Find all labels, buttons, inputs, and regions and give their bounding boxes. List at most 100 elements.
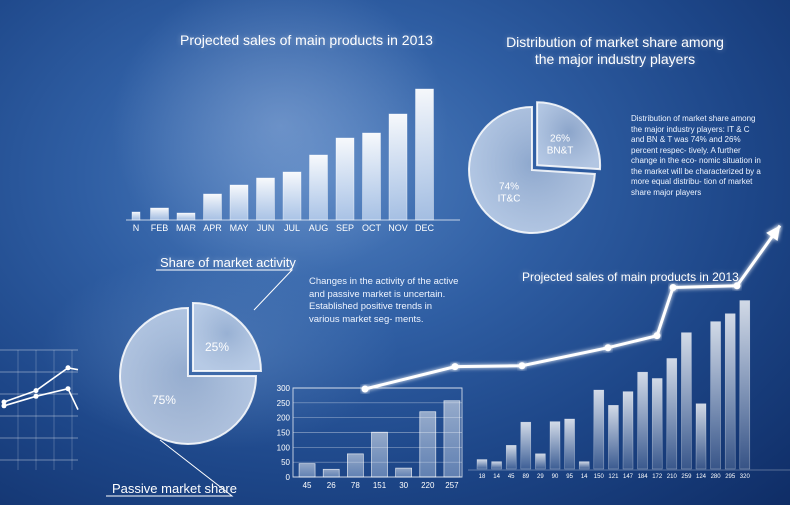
projected-bar-6 (564, 418, 575, 470)
projected-tick-13: 210 (667, 474, 678, 480)
projected-tick-18: 320 (740, 474, 751, 480)
small-chart-ytick-100: 100 (277, 443, 291, 452)
projected-bar-15 (695, 403, 707, 470)
passive-share-callout-line (106, 439, 234, 497)
small-bar-6 (443, 400, 461, 478)
projected-bar-12 (651, 378, 663, 470)
market-activity-pie: 25% 75% (106, 269, 294, 497)
small-chart-xtick-4: 30 (399, 481, 408, 490)
market-share-pct-1: 74% (499, 182, 519, 193)
small-chart-ytick-250: 250 (277, 399, 291, 408)
projected-tick-6: 95 (566, 474, 573, 480)
monthly-bar-dec (415, 88, 434, 221)
small-chart-ytick-200: 200 (277, 414, 291, 423)
projected-tick-7: 14 (581, 474, 588, 480)
monthly-sales-chart: N FEB MAR APR MAY JUN JUL AUG SEP OCT NOV DEC (126, 88, 460, 233)
projected-bar-3 (520, 421, 532, 470)
monthly-tick-feb: FEB (151, 223, 169, 233)
market-share-pie-title: Distribution of market share among the m… (506, 34, 724, 67)
market-share-pie: 26%BN&T 74%IT&C (468, 101, 602, 234)
monthly-bar-feb (150, 207, 169, 221)
projected-bar-13 (666, 358, 678, 470)
trend-point-1 (451, 363, 459, 371)
monthly-tick-apr: APR (203, 223, 222, 233)
left-chart-series-0 (3, 366, 79, 403)
small-chart-xtick-3: 151 (373, 481, 387, 490)
monthly-bar-mar (176, 212, 196, 221)
monthly-tick-dec: DEC (415, 223, 435, 233)
market-activity-slice-0 (191, 302, 262, 373)
left-chart-point-1-1 (33, 393, 39, 399)
trend-arrow-head (766, 225, 780, 242)
market-share-slice-bnt (536, 101, 602, 171)
projected-tick-0: 18 (479, 474, 486, 480)
growth-trend-line (361, 224, 782, 393)
monthly-bar-aug (309, 154, 328, 221)
market-share-label-0: BN&T (547, 146, 574, 157)
monthly-bar-sep (335, 137, 355, 221)
market-share-slice-itc (468, 105, 596, 234)
small-chart-xtick-1: 26 (327, 481, 336, 490)
market-activity-description: Changes in the activity of the active an… (309, 276, 459, 325)
trend-point-5 (669, 284, 677, 292)
projected-bar-10 (622, 391, 634, 470)
projected-tick-10: 147 (623, 474, 634, 480)
projected-bar-9 (608, 405, 619, 470)
monthly-bar-nov (388, 113, 408, 221)
projected-tick-9: 121 (608, 474, 619, 480)
small-bar-3 (371, 431, 388, 478)
left-chart-point-1-2 (65, 386, 71, 392)
small-chart-ytick-150: 150 (277, 429, 291, 438)
projected-tick-17: 295 (725, 474, 736, 480)
left-chart-point-0-2 (65, 365, 71, 371)
monthly-tick-aug: AUG (309, 223, 329, 233)
projected-bar-5 (549, 421, 561, 470)
projected-bar-14 (681, 332, 692, 470)
small-bar-chart: 300 250 200 150 100 50 0 45 26 78 151 30 220 257 (277, 384, 463, 490)
small-chart-ytick-300: 300 (277, 384, 291, 393)
trend-point-6 (733, 282, 741, 290)
projected-bar-7 (578, 461, 590, 470)
projected-bar-17 (724, 313, 736, 470)
small-bar-2 (347, 453, 364, 478)
passive-market-share-label: Passive market share (112, 481, 237, 496)
monthly-sales-chart-title: Projected sales of main products in 2013 (180, 32, 433, 48)
market-share-description: Distribution of market share among the m… (631, 114, 761, 197)
monthly-tick-sep: SEP (336, 223, 354, 233)
projected-bar-1 (491, 461, 502, 470)
projected-bar-18 (739, 300, 751, 470)
small-chart-xtick-0: 45 (303, 481, 312, 490)
projected-bar-4 (535, 453, 546, 470)
activity-title-callout-line (156, 269, 294, 311)
monthly-tick-n: N (133, 223, 140, 233)
projected-tick-16: 280 (711, 474, 722, 480)
projected-bar-2 (505, 445, 517, 470)
projected-tick-3: 89 (522, 474, 529, 480)
small-chart-ytick-0: 0 (286, 473, 291, 482)
monthly-bar-n (131, 211, 141, 221)
projected-tick-4: 29 (537, 474, 544, 480)
small-bar-0 (298, 463, 316, 478)
market-share-label-1: IT&C (498, 194, 521, 205)
small-bar-1 (322, 468, 340, 478)
projected-tick-12: 172 (652, 474, 663, 480)
small-chart-ytick-50: 50 (281, 458, 290, 467)
projected-bar-16 (710, 321, 721, 470)
market-activity-pct-1: 75% (152, 393, 176, 407)
market-activity-pct-0: 25% (205, 340, 229, 354)
left-chart-series-1 (3, 387, 79, 410)
market-activity-slice-1 (119, 306, 258, 445)
market-activity-pie-title: Share of market activity (160, 255, 296, 270)
monthly-bar-apr (203, 193, 222, 221)
small-chart-xtick-6: 257 (445, 481, 459, 490)
small-bar-4 (395, 467, 412, 478)
projected-tick-15: 124 (696, 474, 707, 480)
left-chart-point-0-0 (1, 399, 7, 405)
trend-point-4 (653, 332, 661, 340)
projected-tick-8: 150 (594, 474, 605, 480)
monthly-tick-mar: MAR (176, 223, 197, 233)
monthly-bar-jul (282, 171, 302, 221)
small-chart-xtick-5: 220 (421, 481, 435, 490)
trend-point-0 (361, 385, 369, 393)
trend-line (364, 224, 782, 391)
